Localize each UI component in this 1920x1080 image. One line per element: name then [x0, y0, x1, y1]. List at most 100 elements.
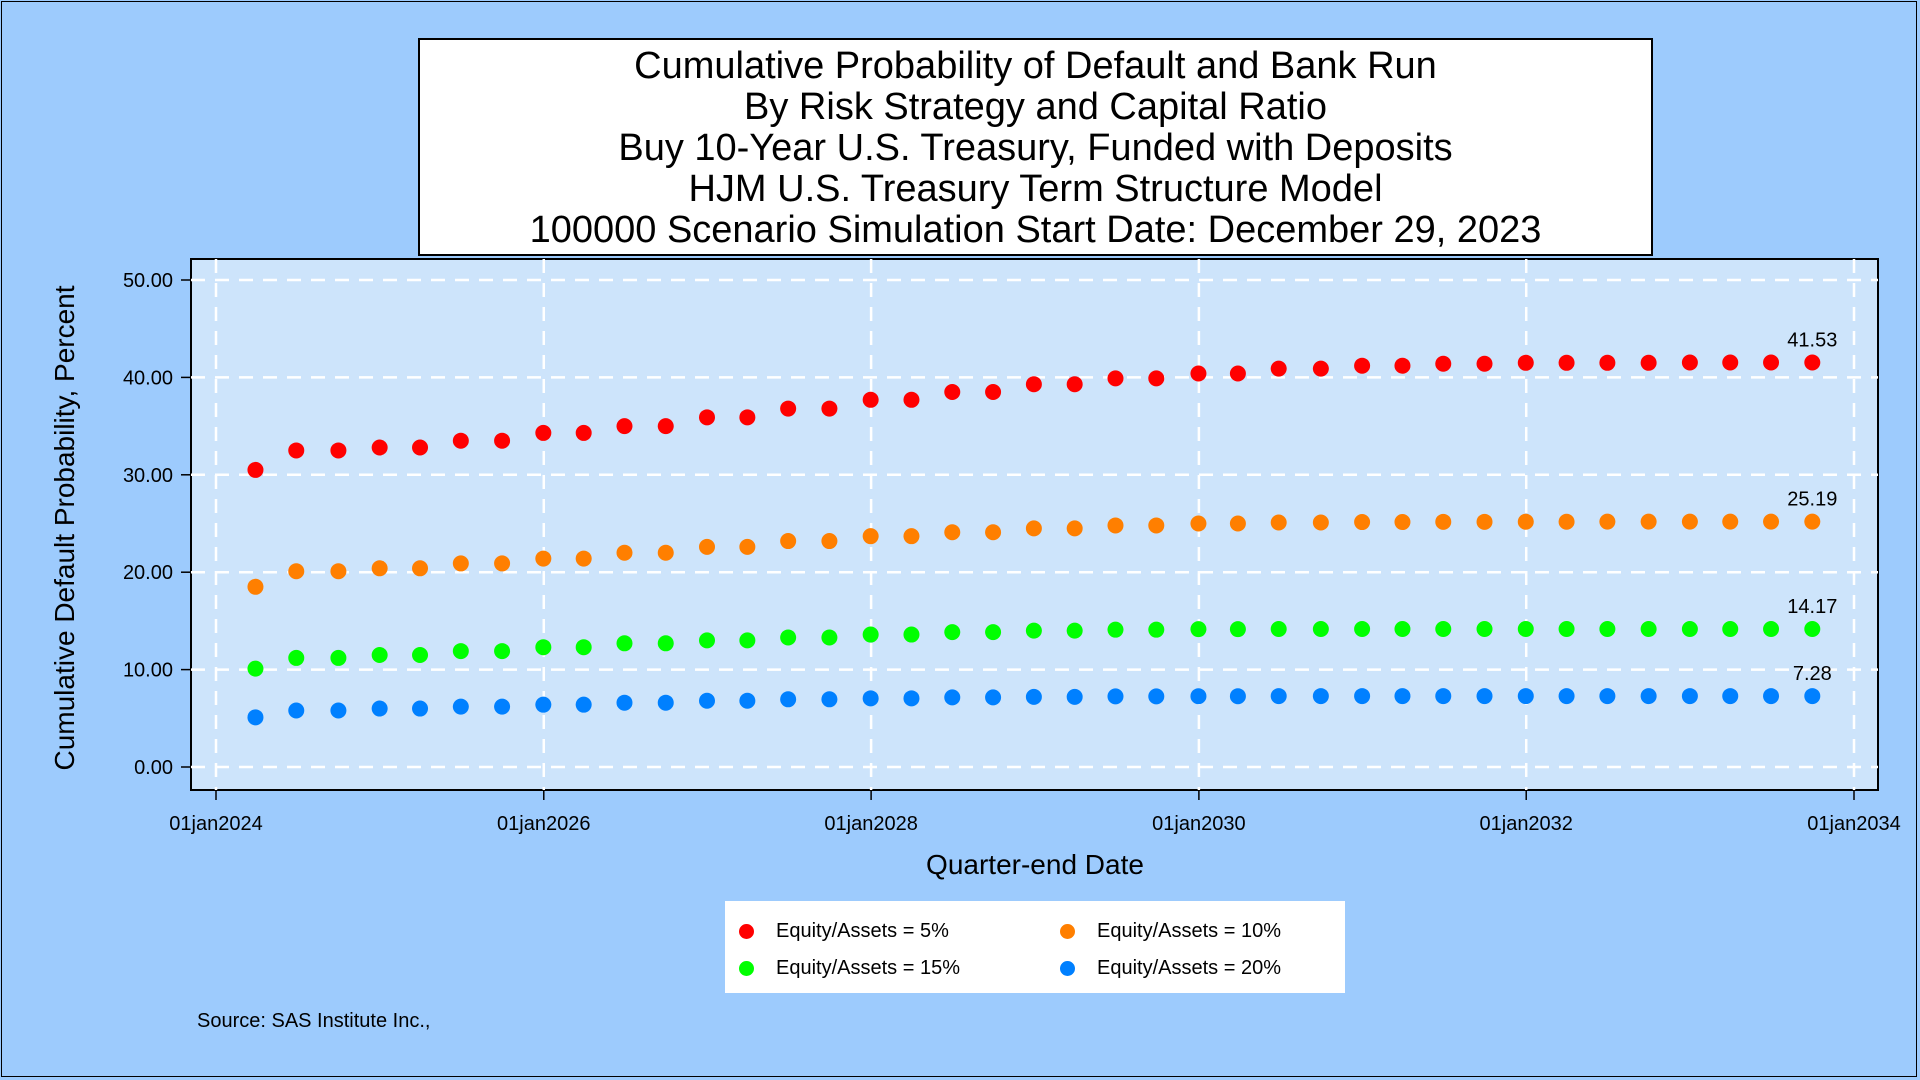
x-tick-label: 01jan2030 [1152, 813, 1245, 835]
data-point [1107, 688, 1124, 705]
data-point [1025, 376, 1042, 393]
legend-item-20pct: Equity/Assets = 20% [1060, 957, 1281, 980]
data-point [1763, 688, 1780, 705]
legend-marker [1060, 924, 1075, 939]
data-point [288, 442, 305, 459]
legend-marker [1060, 961, 1075, 976]
data-point [944, 624, 961, 641]
data-point [1476, 513, 1493, 530]
data-point [1763, 513, 1780, 530]
data-point [1148, 688, 1165, 705]
data-point [575, 696, 592, 713]
data-point [288, 563, 305, 580]
data-point [985, 624, 1002, 641]
data-point [1107, 370, 1124, 387]
data-point [1558, 620, 1575, 637]
data-point [739, 538, 756, 555]
data-point [330, 649, 347, 666]
data-point [698, 409, 715, 426]
legend-item-5pct: Equity/Assets = 5% [739, 920, 949, 943]
legend-marker [739, 961, 754, 976]
data-point [371, 700, 388, 717]
data-point [739, 692, 756, 709]
data-point [371, 560, 388, 577]
data-point [535, 639, 552, 656]
series-1 [247, 354, 1821, 478]
data-point [1476, 355, 1493, 372]
data-point [1640, 620, 1657, 637]
data-point [494, 555, 511, 572]
data-point [657, 418, 674, 435]
data-point [1066, 376, 1083, 393]
legend-label: Equity/Assets = 10% [1097, 920, 1281, 942]
x-tick-label: 01jan2032 [1480, 813, 1573, 835]
data-point [985, 524, 1002, 541]
data-point [535, 550, 552, 567]
data-point [247, 709, 264, 726]
data-point [985, 689, 1002, 706]
data-point [1148, 370, 1165, 387]
data-point [657, 694, 674, 711]
data-point [903, 391, 920, 408]
data-point [1804, 688, 1821, 705]
data-point [1148, 621, 1165, 638]
data-point [1229, 515, 1246, 532]
data-point [944, 384, 961, 401]
title-line-5: 100000 Scenario Simulation Start Date: D… [529, 208, 1542, 251]
data-point [494, 432, 511, 449]
data-point [1517, 354, 1534, 371]
data-point [535, 424, 552, 441]
data-point [616, 418, 633, 435]
data-point [452, 698, 469, 715]
title-line-3: Buy 10-Year U.S. Treasury, Funded with D… [618, 126, 1453, 169]
data-point [452, 643, 469, 660]
data-point [821, 400, 838, 417]
legend-item-15pct: Equity/Assets = 15% [739, 957, 960, 980]
data-label: 41.53 [1787, 329, 1837, 351]
data-point [1599, 513, 1616, 530]
data-point [575, 550, 592, 567]
data-point [1763, 354, 1780, 371]
series-2 [247, 513, 1821, 595]
data-point [535, 696, 552, 713]
data-point [903, 690, 920, 707]
data-point [1354, 688, 1371, 705]
data-point [1517, 513, 1534, 530]
data-point [821, 691, 838, 708]
data-point [1681, 513, 1698, 530]
data-point [1476, 620, 1493, 637]
data-point [1354, 620, 1371, 637]
data-point [1804, 513, 1821, 530]
data-point [288, 649, 305, 666]
data-point [862, 391, 879, 408]
data-point [1270, 514, 1287, 531]
title-line-1: Cumulative Probability of Default and Ba… [634, 44, 1437, 87]
data-point [1517, 688, 1534, 705]
data-point [1681, 620, 1698, 637]
data-point [821, 629, 838, 646]
data-point [1107, 621, 1124, 638]
data-point [1148, 517, 1165, 534]
legend-item-10pct: Equity/Assets = 10% [1060, 920, 1281, 943]
data-point [780, 629, 797, 646]
data-point [1640, 354, 1657, 371]
data-point [821, 533, 838, 550]
data-point [247, 578, 264, 595]
legend-label: Equity/Assets = 15% [776, 957, 960, 979]
data-point [1722, 513, 1739, 530]
y-tick-label: 0.00 [134, 757, 173, 779]
x-tick-label: 01jan2028 [824, 813, 917, 835]
data-point [1394, 514, 1411, 531]
y-tick-label: 50.00 [123, 270, 173, 292]
data-point [903, 528, 920, 545]
data-point [1640, 688, 1657, 705]
data-point [1435, 513, 1452, 530]
data-point [698, 538, 715, 555]
data-point [247, 660, 264, 677]
data-point [862, 690, 879, 707]
data-point [1558, 354, 1575, 371]
data-point [1599, 354, 1616, 371]
data-point [739, 409, 756, 426]
data-point [575, 639, 592, 656]
